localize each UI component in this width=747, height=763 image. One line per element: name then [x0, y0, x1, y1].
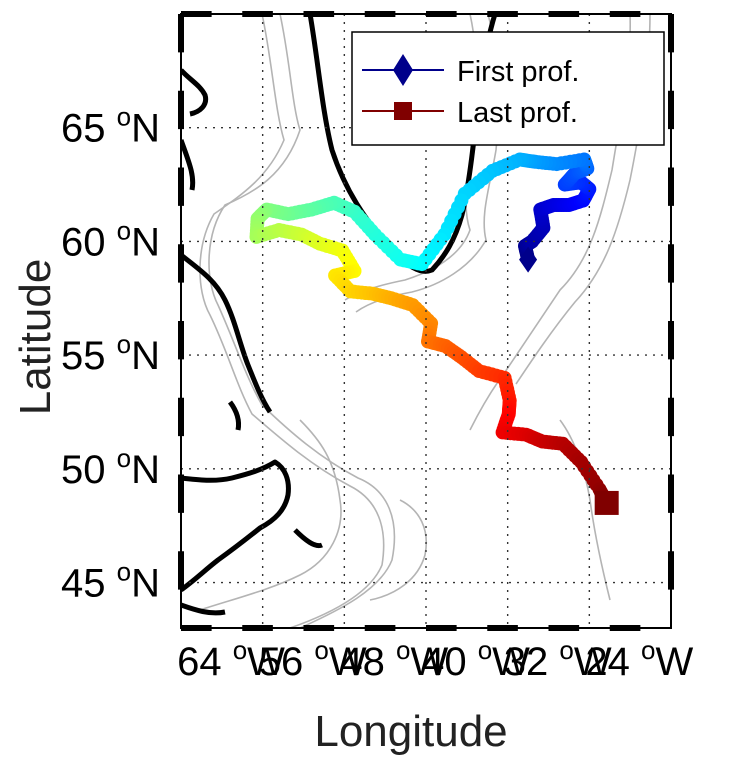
map-frame-ticks: [178, 11, 674, 631]
frame-segment: [178, 321, 184, 360]
frame-segment: [303, 11, 335, 17]
frame-segment: [178, 551, 184, 590]
frame-segment: [426, 625, 457, 631]
frame-segment: [668, 321, 674, 360]
y-axis-label: Latitude: [11, 259, 60, 416]
legend-square-marker: [394, 102, 412, 120]
first-profile-marker: [519, 246, 538, 273]
lon-tick-label: 24 oW: [585, 635, 693, 684]
legend-label-first: First prof.: [457, 56, 579, 88]
frame-segment: [548, 11, 580, 17]
lat-tick-label: 60 oN: [61, 215, 160, 264]
frame-segment: [181, 625, 212, 631]
lat-tick-label: 55 oN: [61, 329, 160, 378]
legend-diamond-marker: [393, 54, 413, 86]
frame-segment: [609, 625, 641, 631]
lat-tick-label: 65 oN: [61, 102, 160, 151]
frame-segment: [181, 11, 212, 17]
frame-segment: [242, 625, 273, 631]
frame-segment: [178, 474, 184, 513]
legend-box: [351, 31, 665, 146]
frame-segment: [668, 244, 674, 283]
lon-tick-label: 40 oW: [422, 635, 530, 684]
last-profile-marker: [594, 490, 619, 515]
frame-segment: [364, 625, 396, 631]
frame-segment: [178, 90, 184, 130]
lon-tick-label: 48 oW: [340, 635, 448, 684]
frame-segment: [426, 11, 457, 17]
lat-tick-label: 50 oN: [61, 443, 160, 492]
frame-segment: [668, 14, 674, 53]
x-axis-label: Longitude: [314, 707, 507, 756]
legend-label-last: Last prof.: [457, 97, 578, 129]
frame-segment: [668, 90, 674, 130]
profile-dots: [249, 152, 619, 515]
frame-segment: [303, 625, 335, 631]
frame-segment: [548, 625, 580, 631]
frame-segment: [668, 474, 674, 513]
frame-segment: [487, 11, 518, 17]
legend: First prof. Last prof.: [351, 31, 665, 146]
frame-segment: [178, 167, 184, 206]
lon-tick-label: 64 oW: [177, 635, 285, 684]
frame-segment: [668, 397, 674, 437]
frame-segment: [178, 397, 184, 437]
frame-segment: [668, 167, 674, 206]
lat-tick-label: 45 oN: [61, 557, 160, 606]
frame-segment: [178, 244, 184, 283]
frame-segment: [609, 11, 641, 17]
frame-segment: [487, 625, 518, 631]
frame-segment: [242, 11, 273, 17]
frame-segment: [178, 14, 184, 53]
lon-tick-label: 32 oW: [504, 635, 612, 684]
latitude-tick-labels: 65 oN 60 oN 55 oN 50 oN 45 oN: [61, 102, 160, 606]
frame-segment: [668, 551, 674, 590]
frame-segment: [364, 11, 396, 17]
lon-tick-label: 56 oW: [259, 635, 367, 684]
